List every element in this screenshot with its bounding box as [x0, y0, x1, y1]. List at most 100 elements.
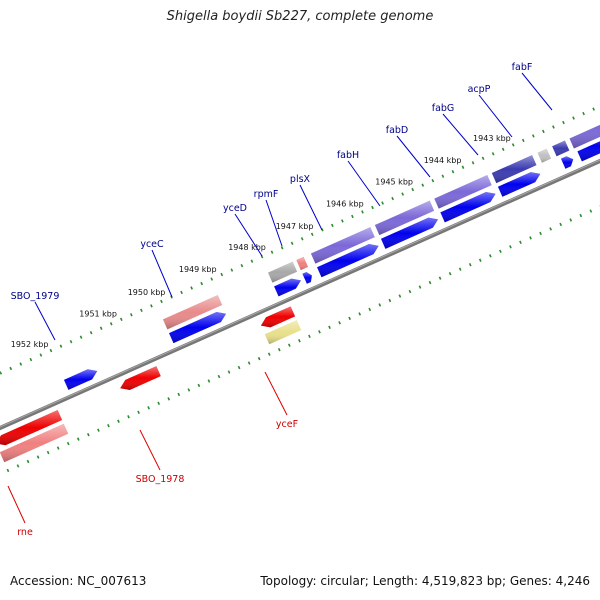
gene-label-acpp[interactable]: acpP — [468, 84, 491, 95]
reverse-scale-tick — [549, 227, 552, 231]
reverse-scale-tick — [227, 370, 231, 374]
reverse-scale-tick — [167, 397, 171, 401]
reverse-scale-tick — [569, 218, 573, 222]
forward-scale-tick — [310, 232, 314, 237]
forward-scale-tick — [300, 237, 304, 241]
reverse-scale-tick — [519, 240, 522, 245]
gene-leader-line — [442, 113, 479, 156]
forward-scale-tick — [9, 366, 13, 371]
reverse-scale-tick — [287, 343, 291, 347]
kbp-tick-label: 1951 kbp — [79, 309, 117, 318]
forward-scale-tick — [521, 138, 525, 143]
reverse-scale-tick — [16, 464, 20, 468]
reverse-scale-tick — [468, 263, 472, 267]
reverse-scale-tick — [499, 249, 502, 253]
forward-scale-tick — [471, 161, 475, 165]
reverse-cog-box-shade — [264, 320, 302, 345]
genome-backbone-highlight — [0, 159, 600, 428]
forward-scale-tick — [29, 357, 33, 362]
gene-leader-line — [7, 485, 26, 524]
gene-label-fabg[interactable]: fabG — [432, 103, 455, 114]
gene-leader-line — [34, 301, 56, 341]
forward-scale-tick — [511, 143, 515, 147]
gene-label-rpmf[interactable]: rpmF — [254, 189, 279, 200]
reverse-scale-tick — [318, 330, 321, 334]
feature-tracks — [0, 124, 600, 463]
gene-leader-line — [299, 184, 323, 231]
forward-scale-tick — [531, 134, 535, 138]
reverse-scale-tick — [237, 365, 241, 370]
forward-scale-tick — [119, 317, 123, 321]
reverse-scale-tick — [177, 392, 181, 397]
reverse-scale-tick — [217, 374, 221, 379]
reverse-scale-tick — [257, 356, 261, 361]
forward-scale-tick — [421, 183, 425, 187]
gene-label-fabf[interactable]: fabF — [512, 62, 533, 73]
forward-scale-tick — [89, 331, 93, 335]
forward-scale-tick — [210, 277, 214, 281]
reverse-scale-tick — [368, 307, 372, 312]
reverse-scale-tick — [388, 298, 392, 303]
reverse-scale-tick — [147, 406, 150, 410]
forward-scale-tick — [200, 281, 204, 286]
reverse-scale-tick — [107, 424, 110, 428]
kbp-tick-label: 1945 kbp — [375, 178, 413, 187]
reverse-scale-tick — [46, 450, 50, 455]
forward-scale-tick — [99, 326, 103, 330]
forward-cog-box-shade — [537, 148, 552, 163]
forward-scale-tick — [240, 263, 244, 268]
reverse-scale-tick — [358, 312, 362, 316]
kbp-tick-label: 1944 kbp — [424, 156, 462, 165]
reverse-scale-tick — [6, 468, 10, 473]
forward-scale-tick — [150, 304, 153, 308]
reverse-scale-tick — [428, 280, 432, 285]
forward-scale-tick — [160, 299, 163, 304]
forward-scale-tick — [140, 308, 143, 313]
gene-label-sbo_1979[interactable]: SBO_1979 — [11, 291, 60, 302]
forward-scale-tick — [180, 290, 183, 295]
gene-leader-line — [396, 135, 431, 178]
reverse-scale-tick — [298, 339, 301, 343]
reverse-gene-arrow-shade — [120, 366, 161, 390]
forward-gene-arrow-shade — [317, 244, 379, 278]
reverse-scale-tick — [378, 303, 382, 307]
forward-scale-tick — [290, 241, 294, 245]
gene-leader-line — [151, 249, 173, 298]
gene-label-yced[interactable]: yceD — [223, 203, 247, 214]
reverse-scale-tick — [56, 446, 60, 450]
gene-label-rne[interactable]: rne — [17, 527, 33, 538]
kbp-tick-label: 1946 kbp — [326, 200, 364, 209]
gene-label-plsx[interactable]: plsX — [290, 174, 311, 185]
gene-label-ycef[interactable]: yceF — [276, 419, 298, 430]
gene-label-fabh[interactable]: fabH — [337, 150, 359, 161]
gene-leader-line — [347, 160, 381, 207]
reverse-scale-tick — [529, 236, 532, 240]
forward-gene-arrow-shade — [440, 192, 496, 223]
gene-leader-line — [478, 94, 513, 138]
reverse-scale-tick — [328, 325, 331, 330]
gene-label-sbo_1978[interactable]: SBO_1978 — [136, 474, 185, 485]
forward-scale-tick — [351, 214, 354, 219]
reverse-scale-tick — [458, 267, 462, 271]
forward-cog-box-shade — [491, 155, 537, 184]
forward-scale-tick — [371, 205, 374, 210]
forward-cog-box-shade — [310, 227, 375, 264]
reverse-cog-box-shade — [0, 423, 69, 463]
reverse-scale-tick — [348, 316, 351, 321]
backbone — [0, 158, 600, 431]
forward-scale-tick — [250, 259, 254, 263]
forward-scale-tick — [109, 322, 113, 326]
reverse-scale-tick — [117, 419, 120, 423]
reverse-scale-tick — [187, 388, 191, 392]
reverse-scale-tick — [267, 352, 271, 356]
forward-scale-tick — [341, 219, 344, 223]
gene-label-fabd[interactable]: fabD — [386, 125, 409, 136]
reverse-scale-tick — [418, 285, 422, 289]
forward-scale-tick — [582, 111, 585, 116]
forward-scale-tick — [381, 201, 384, 205]
forward-cog-box-shade — [267, 261, 298, 283]
forward-scale-tick — [451, 170, 455, 174]
reverse-scale-tick — [277, 347, 281, 352]
forward-scale-tick — [592, 107, 595, 111]
gene-label-ycec[interactable]: yceC — [140, 239, 164, 250]
